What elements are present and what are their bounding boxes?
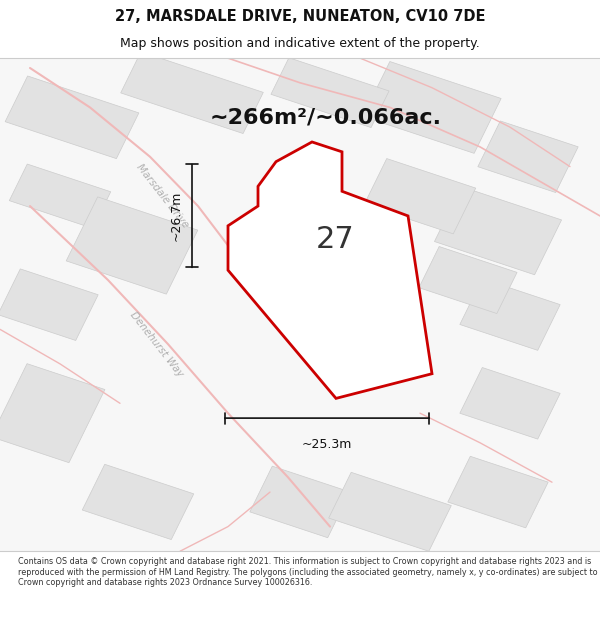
Bar xyxy=(9,164,111,228)
Polygon shape xyxy=(228,142,432,398)
Bar xyxy=(329,472,451,551)
Bar xyxy=(271,58,389,127)
Bar xyxy=(82,464,194,539)
Bar xyxy=(121,52,263,134)
Text: 27, MARSDALE DRIVE, NUNEATON, CV10 7DE: 27, MARSDALE DRIVE, NUNEATON, CV10 7DE xyxy=(115,9,485,24)
Bar xyxy=(250,466,350,538)
Bar xyxy=(5,76,139,159)
Bar xyxy=(478,121,578,192)
Text: ~25.3m: ~25.3m xyxy=(302,438,352,451)
Bar xyxy=(419,246,517,314)
Bar xyxy=(364,159,476,234)
Bar xyxy=(460,279,560,351)
Text: Contains OS data © Crown copyright and database right 2021. This information is : Contains OS data © Crown copyright and d… xyxy=(18,557,598,587)
Text: 27: 27 xyxy=(316,225,354,254)
Text: Marsdale Drive: Marsdale Drive xyxy=(134,162,190,230)
Text: Denehurst Way: Denehurst Way xyxy=(128,309,184,379)
Text: ~266m²/~0.066ac.: ~266m²/~0.066ac. xyxy=(210,107,442,127)
Bar xyxy=(363,61,501,153)
Bar xyxy=(434,187,562,275)
Bar xyxy=(66,197,198,294)
Bar xyxy=(460,368,560,439)
Text: ~26.7m: ~26.7m xyxy=(170,191,183,241)
Bar xyxy=(0,269,98,341)
Text: Map shows position and indicative extent of the property.: Map shows position and indicative extent… xyxy=(120,37,480,50)
Polygon shape xyxy=(0,58,600,551)
Bar xyxy=(448,456,548,528)
Bar xyxy=(0,364,105,462)
